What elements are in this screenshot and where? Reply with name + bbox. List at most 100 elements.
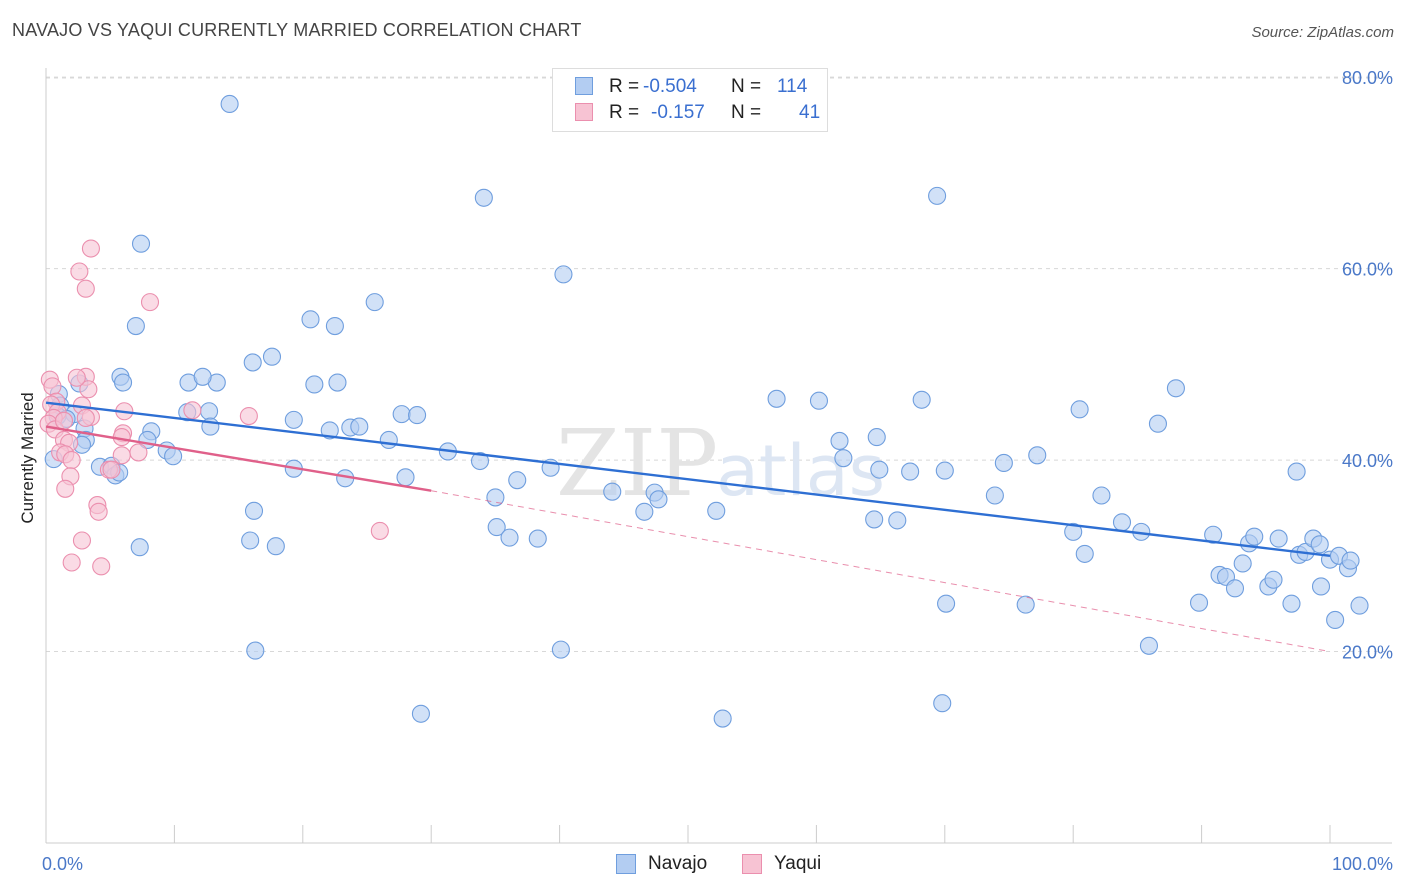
navajo-point — [1269, 529, 1288, 548]
chart-title: NAVAJO VS YAQUI CURRENTLY MARRIED CORREL… — [12, 20, 582, 40]
yaqui-point — [129, 443, 148, 462]
navajo-point — [131, 234, 151, 253]
navajo-point — [1075, 544, 1094, 563]
navajo-point — [284, 410, 303, 429]
navajo-point — [243, 353, 262, 372]
yaqui-point — [112, 446, 131, 465]
navajo-point — [474, 188, 493, 207]
navajo-point — [1148, 414, 1167, 433]
navajo-point — [551, 640, 570, 659]
yaqui-point — [370, 521, 389, 540]
legend-n-value: 41 — [799, 102, 821, 123]
legend-r-value: -0.504 — [643, 76, 697, 97]
navajo-point — [1350, 596, 1369, 615]
yaqui-point — [79, 380, 98, 399]
navajo-point — [1245, 527, 1264, 546]
yaqui-point — [92, 557, 111, 576]
navajo-point — [487, 518, 506, 537]
navajo-point — [928, 186, 947, 205]
navajo-point — [1341, 551, 1360, 570]
y-tick-label: 80.0% — [1342, 68, 1393, 88]
yaqui-point — [89, 502, 108, 521]
yaqui-point — [54, 411, 74, 430]
navajo-point — [809, 391, 829, 410]
yaqui-point — [81, 239, 100, 258]
navajo-point — [865, 510, 884, 529]
navajo-trend-line — [45, 401, 1331, 558]
yaqui-point — [76, 279, 95, 298]
navajo-point — [1204, 525, 1223, 544]
x-tick-label-max: 100.0% — [1332, 854, 1393, 874]
yaqui-point — [70, 262, 89, 281]
yaqui-point — [102, 460, 121, 479]
navajo-point — [266, 537, 285, 556]
navajo-point — [396, 468, 415, 487]
navajo-point — [1139, 636, 1159, 655]
navajo-point — [713, 709, 732, 728]
legend-swatch-yaqui — [575, 103, 593, 121]
series-legend-label-yaqui: Yaqui — [774, 853, 822, 874]
yaqui-point — [56, 479, 75, 498]
navajo-point — [246, 641, 265, 660]
yaqui-point — [183, 401, 202, 420]
legend-swatch-navajo — [575, 77, 593, 95]
navajo-point — [901, 462, 920, 481]
navajo-point — [767, 389, 786, 408]
navajo-point — [1070, 400, 1089, 419]
navajo-point — [365, 293, 384, 312]
navajo-point — [1264, 570, 1283, 589]
navajo-point — [500, 528, 519, 547]
series-legend-swatch-navajo — [616, 854, 636, 874]
yaqui-point — [43, 377, 62, 396]
navajo-point — [241, 531, 260, 550]
chart-source: Source: ZipAtlas.com — [1251, 24, 1394, 41]
navajo-point — [193, 367, 212, 386]
navajo-point — [379, 430, 398, 450]
points-layer — [39, 94, 1369, 728]
navajo-point — [1112, 513, 1132, 532]
y-tick-label: 20.0% — [1342, 643, 1393, 663]
navajo-point — [935, 461, 954, 480]
navajo-point — [320, 421, 339, 440]
ticks-layer: 20.0% 40.0% 60.0% 80.0% 0.0% 100.0% — [42, 68, 1393, 874]
x-tick-label-min: 0.0% — [42, 854, 83, 874]
navajo-point — [164, 447, 183, 466]
navajo-point — [867, 428, 886, 447]
navajo-point — [888, 511, 907, 530]
navajo-point — [328, 373, 347, 392]
navajo-point — [937, 594, 956, 613]
navajo-point — [1064, 522, 1083, 541]
navajo-point — [912, 390, 931, 409]
navajo-point — [1326, 610, 1345, 629]
navajo-point — [830, 431, 849, 450]
navajo-point — [1310, 535, 1329, 554]
legend-n-label: N = — [731, 76, 762, 97]
navajo-point — [220, 94, 239, 114]
yaqui-point — [67, 368, 86, 387]
navajo-point — [1166, 379, 1185, 398]
navajo-point — [635, 502, 654, 521]
navajo-point — [470, 451, 490, 471]
navajo-point — [244, 501, 264, 520]
navajo-point — [325, 317, 344, 336]
legend-r-label: R = — [609, 102, 640, 123]
legend-n-label: N = — [731, 102, 762, 123]
yaqui-point — [62, 451, 81, 470]
watermark-zip: ZIP — [556, 410, 718, 517]
navajo-point — [113, 373, 133, 392]
series-legend: Navajo Yaqui — [0, 850, 1406, 880]
navajo-point — [392, 405, 411, 424]
series-legend-label-navajo: Navajo — [648, 853, 708, 874]
navajo-point — [1189, 593, 1209, 612]
y-axis-label: Currently Married — [18, 392, 37, 523]
yaqui-point — [62, 553, 81, 572]
navajo-point — [1233, 554, 1252, 573]
yaqui-point — [76, 408, 95, 428]
navajo-point — [262, 347, 282, 366]
trend-layer — [45, 401, 1331, 653]
y-tick-label: 40.0% — [1342, 451, 1393, 471]
yaqui-point — [140, 293, 160, 312]
y-tick-label: 60.0% — [1342, 260, 1393, 280]
legend-r-label: R = — [609, 76, 640, 97]
